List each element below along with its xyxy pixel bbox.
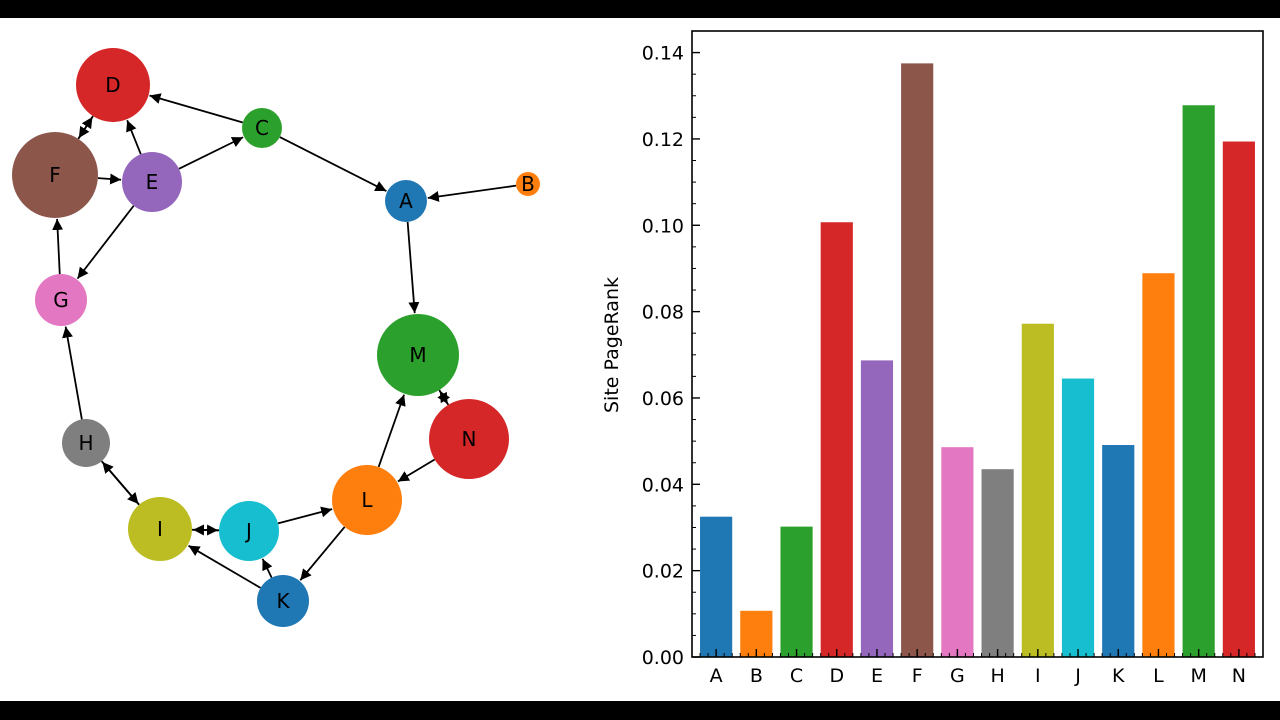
node-K bbox=[257, 575, 309, 627]
bar-N bbox=[1222, 141, 1255, 658]
bar-L bbox=[1142, 273, 1175, 657]
y-tick-label: 0.14 bbox=[642, 43, 684, 65]
edge-D-F bbox=[78, 115, 94, 139]
bar-G bbox=[941, 447, 974, 657]
node-D bbox=[76, 48, 150, 122]
edge-I-H bbox=[101, 461, 140, 506]
y-tick-label: 0.06 bbox=[642, 388, 684, 410]
letterbox-top bbox=[0, 0, 1280, 18]
x-tick-label: A bbox=[710, 665, 723, 687]
edge-E-D bbox=[126, 119, 142, 155]
node-E bbox=[122, 152, 182, 212]
bar-J bbox=[1061, 378, 1095, 657]
edge-E-G bbox=[76, 205, 135, 280]
node-C bbox=[242, 108, 282, 148]
bar-F bbox=[901, 63, 934, 657]
bar-K bbox=[1102, 445, 1135, 657]
node-I bbox=[128, 497, 192, 561]
node-label-L: L bbox=[361, 488, 373, 512]
y-tick-label: 0.08 bbox=[642, 302, 684, 324]
x-tick-label: D bbox=[829, 665, 844, 687]
plot-frame bbox=[691, 30, 1264, 658]
node-label-I: I bbox=[157, 517, 163, 541]
edge-F-E bbox=[97, 173, 122, 185]
node-M bbox=[377, 314, 459, 396]
pagerank-bar-chart: 0.00 0.02 0.04 0.06 0.08 0.10 0.12 0.14 A B C D E F G H… bbox=[601, 30, 1264, 687]
node-label-D: D bbox=[105, 73, 120, 97]
x-tick-label: M bbox=[1190, 665, 1206, 687]
node-label-K: K bbox=[276, 589, 290, 613]
edge-L-K bbox=[299, 526, 346, 581]
y-axis-label: Site PageRank bbox=[601, 277, 623, 413]
edge-G-F bbox=[52, 218, 64, 275]
chart-bars bbox=[700, 63, 1255, 658]
x-tick-label: E bbox=[871, 665, 883, 687]
x-tick-label: B bbox=[750, 665, 763, 687]
node-F bbox=[12, 132, 98, 218]
edge-C-A bbox=[279, 136, 387, 192]
edge-C-D bbox=[149, 93, 244, 124]
edge-A-M bbox=[406, 221, 420, 314]
node-H bbox=[62, 419, 110, 467]
graph-edges bbox=[52, 93, 517, 589]
edge-J-L bbox=[277, 506, 333, 525]
node-label-E: E bbox=[146, 170, 159, 194]
x-tick-label: F bbox=[912, 665, 923, 687]
bar-A bbox=[700, 516, 733, 657]
node-label-F: F bbox=[49, 163, 61, 187]
edge-J-I bbox=[192, 524, 220, 536]
edge-E-C bbox=[178, 136, 244, 170]
bar-C bbox=[780, 526, 813, 657]
node-J bbox=[219, 501, 279, 561]
bar-H bbox=[981, 469, 1014, 657]
x-tick-label: L bbox=[1153, 665, 1164, 687]
x-tick-label: J bbox=[1074, 665, 1081, 687]
edge-K-J bbox=[261, 558, 273, 579]
node-L bbox=[332, 465, 402, 535]
edge-M-N bbox=[437, 389, 449, 405]
letterbox-bottom bbox=[0, 701, 1280, 720]
edge-B-A bbox=[427, 184, 517, 202]
edge-L-M bbox=[377, 394, 406, 468]
node-label-J: J bbox=[244, 519, 252, 543]
node-B bbox=[516, 172, 540, 196]
node-label-C: C bbox=[255, 116, 269, 140]
edge-H-G bbox=[62, 326, 83, 420]
network-graph: A B C D E F G H I J K L M N bbox=[12, 48, 540, 627]
bar-M bbox=[1182, 105, 1215, 658]
y-tick-label: 0.10 bbox=[642, 215, 684, 237]
edge-N-L bbox=[397, 458, 436, 483]
x-tick-label: G bbox=[950, 665, 965, 687]
node-label-N: N bbox=[462, 427, 477, 451]
node-label-H: H bbox=[78, 431, 93, 455]
node-label-G: G bbox=[53, 288, 69, 312]
x-tick-label: H bbox=[990, 665, 1004, 687]
y-tick-label: 0.04 bbox=[642, 474, 684, 496]
node-label-A: A bbox=[399, 189, 413, 213]
y-tick-label: 0.00 bbox=[642, 647, 684, 669]
node-label-B: B bbox=[521, 172, 535, 196]
x-tick-label: K bbox=[1112, 665, 1125, 687]
x-tick-label: I bbox=[1035, 665, 1041, 687]
x-tick-label: N bbox=[1232, 665, 1246, 687]
node-G bbox=[35, 274, 87, 326]
bar-I bbox=[1021, 323, 1054, 657]
node-A bbox=[385, 180, 427, 222]
chart-axes: 0.00 0.02 0.04 0.06 0.08 0.10 0.12 0.14 A B C D E F G H… bbox=[642, 30, 1264, 687]
y-tick-label: 0.12 bbox=[642, 129, 684, 151]
edge-K-I bbox=[188, 544, 262, 589]
y-tick-label: 0.02 bbox=[642, 561, 684, 583]
graph-nodes: A B C D E F G H I J K L M N bbox=[12, 48, 540, 627]
bar-D bbox=[820, 222, 853, 658]
node-label-M: M bbox=[409, 343, 426, 367]
bar-E bbox=[860, 360, 894, 657]
x-tick-label: C bbox=[790, 665, 803, 687]
node-N bbox=[429, 399, 509, 479]
